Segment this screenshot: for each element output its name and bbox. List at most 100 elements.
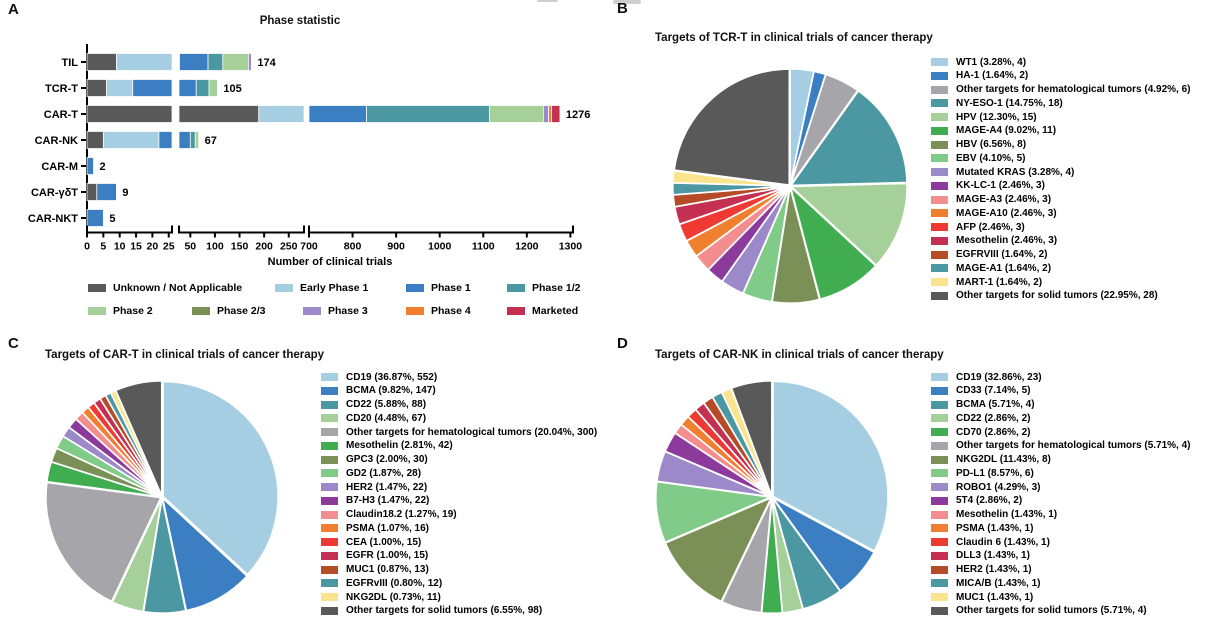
legend-label: PSMA (1.43%, 1) <box>956 522 1034 534</box>
svg-text:250: 250 <box>280 241 298 253</box>
legend-color-chip <box>931 71 948 80</box>
legend-color-chip <box>931 126 948 135</box>
legend-label: MICA/B (1.43%, 1) <box>956 577 1041 589</box>
legend-color-chip <box>275 284 293 292</box>
tcrt-pie-chart <box>671 68 908 304</box>
pie-legend-item: PSMA (1.07%, 16) <box>321 522 429 535</box>
svg-text:5: 5 <box>100 241 106 253</box>
legend-color-chip <box>931 223 948 231</box>
legend-color-chip <box>321 565 338 574</box>
legend-label: CD20 (4.48%, 67) <box>346 412 427 424</box>
phase-legend-item: Marketed <box>507 305 579 317</box>
legend-label: Other targets for hematological tumors (… <box>346 426 598 438</box>
pie-legend-item: GPC3 (2.00%, 30) <box>321 453 428 466</box>
pie-legend-item: HER2 (1.43%, 1) <box>931 563 1032 576</box>
pie-legend-item: HA-1 (1.64%, 2) <box>931 69 1028 82</box>
legend-color-chip <box>931 414 948 423</box>
legend-label: CD70 (2.86%, 2) <box>956 426 1031 438</box>
svg-text:50: 50 <box>184 241 196 253</box>
pie-legend-item: Mesothelin (1.43%, 1) <box>931 508 1057 521</box>
phase-legend-item: Phase 1 <box>406 282 471 294</box>
legend-color-chip <box>321 483 338 491</box>
pie-legend-item: MAGE-A4 (9.02%, 11) <box>931 124 1056 137</box>
legend-label: Marketed <box>532 305 579 317</box>
legend-color-chip <box>931 85 948 94</box>
pie-legend-item: B7-H3 (1.47%, 22) <box>321 494 429 507</box>
legend-color-chip <box>931 154 948 163</box>
legend-label: GD2 (1.87%, 28) <box>346 467 422 479</box>
pie-legend-item: Claudin18.2 (1.27%, 19) <box>321 508 457 521</box>
legend-label: Phase 1/2 <box>532 282 581 294</box>
pie-legend-item: EBV (4.10%, 5) <box>931 152 1025 165</box>
svg-text:174: 174 <box>257 57 276 69</box>
legend-color-chip <box>321 441 338 450</box>
legend-label: MAGE-A3 (2.46%, 3) <box>956 194 1052 205</box>
legend-color-chip <box>931 236 948 245</box>
panel-b-title: Targets of TCR-T in clinical trials of c… <box>655 32 933 44</box>
legend-label: CD19 (36.87%, 552) <box>346 371 438 383</box>
pie-legend-item: Other targets for solid tumors (22.95%, … <box>931 289 1158 302</box>
legend-color-chip <box>931 565 948 574</box>
legend-label: NKG2DL (0.73%, 11) <box>346 591 441 603</box>
legend-color-chip <box>88 284 106 292</box>
pie-legend-item: CEA (1.00%, 15) <box>321 536 421 549</box>
legend-color-chip <box>931 264 948 273</box>
legend-color-chip <box>321 524 338 533</box>
legend-label: Other targets for hematological tumors (… <box>956 84 1191 95</box>
legend-label: PSMA (1.07%, 16) <box>346 522 429 534</box>
panel-b-label: B <box>617 0 628 17</box>
svg-text:TIL: TIL <box>62 57 79 69</box>
legend-color-chip <box>931 441 948 450</box>
panel-a: A Phase statistic TIL 174 TCR-T 105 CAR-T 127… <box>0 0 610 335</box>
pie-legend-item: BCMA (5.71%, 4) <box>931 398 1035 411</box>
phase-legend-item: Unknown / Not Applicable <box>88 282 243 294</box>
legend-label: Other targets for solid tumors (6.55%, 9… <box>346 605 543 617</box>
legend-color-chip <box>931 593 948 601</box>
pie-legend-item: Other targets for hematological tumors (… <box>321 426 597 439</box>
pie-legend-item: ROBO1 (4.29%, 3) <box>931 481 1040 494</box>
legend-color-chip <box>406 307 424 315</box>
pie-legend-item: HER2 (1.47%, 22) <box>321 481 427 494</box>
legend-color-chip <box>406 284 424 292</box>
svg-text:CAR-M: CAR-M <box>41 161 78 173</box>
screenshot-artifact <box>537 0 558 2</box>
legend-color-chip <box>321 593 338 601</box>
legend-color-chip <box>931 455 948 464</box>
legend-color-chip <box>321 469 338 478</box>
svg-text:800: 800 <box>344 241 362 253</box>
pie-legend-item: CD20 (4.48%, 67) <box>321 412 426 425</box>
legend-label: Phase 3 <box>328 305 368 317</box>
legend-label: Mesothelin (2.81%, 42) <box>346 440 453 452</box>
pie-legend-item: MART-1 (1.64%, 2) <box>931 276 1042 289</box>
legend-label: HA-1 (1.64%, 2) <box>956 70 1029 82</box>
pie-legend-item: Mutated KRAS (3.28%, 4) <box>931 166 1074 179</box>
pie-legend-item: MICA/B (1.43%, 1) <box>931 577 1040 590</box>
legend-color-chip <box>303 307 321 315</box>
pie-legend-item: HBV (6.56%, 8) <box>931 138 1026 151</box>
pie-legend-item: KK-LC-1 (2.46%, 3) <box>931 179 1045 192</box>
legend-label: Phase 2/3 <box>217 305 266 317</box>
legend-label: CD19 (32.86%, 23) <box>956 371 1042 383</box>
legend-label: Other targets for hematological tumors (… <box>956 440 1191 452</box>
legend-label: Phase 1 <box>431 282 471 294</box>
phase-legend-item: Phase 2 <box>88 305 153 317</box>
legend-label: Other targets for solid tumors (22.95%, … <box>956 290 1158 302</box>
svg-text:200: 200 <box>255 241 273 253</box>
pie-legend-item: Other targets for solid tumors (5.71%, 4… <box>931 604 1147 617</box>
pie-legend-item: NKG2DL (11.43%, 8) <box>931 453 1051 466</box>
legend-color-chip <box>321 551 338 560</box>
legend-label: Other targets for solid tumors (5.71%, 4… <box>956 605 1147 617</box>
legend-color-chip <box>931 386 948 395</box>
legend-label: HER2 (1.43%, 1) <box>956 564 1032 575</box>
legend-label: Phase 4 <box>431 305 471 317</box>
panel-d-label: D <box>617 335 628 352</box>
legend-color-chip <box>931 510 948 519</box>
pie-legend-item: Claudin 6 (1.43%, 1) <box>931 536 1050 549</box>
legend-label: 5T4 (2.86%, 2) <box>956 495 1023 507</box>
legend-color-chip <box>931 99 948 108</box>
legend-label: Unknown / Not Applicable <box>113 282 243 294</box>
legend-label: Claudin18.2 (1.27%, 19) <box>346 509 457 520</box>
legend-label: EGFRvIII (0.80%, 12) <box>346 577 443 589</box>
svg-text:15: 15 <box>130 241 142 253</box>
